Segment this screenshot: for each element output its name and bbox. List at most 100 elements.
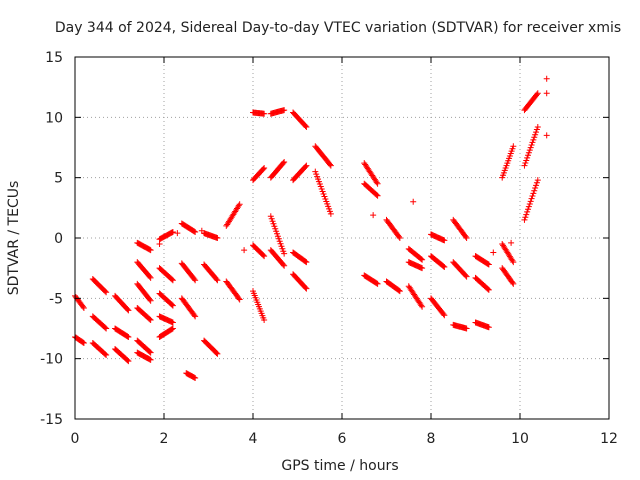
- data-point: [441, 263, 448, 270]
- data-point: [533, 129, 540, 136]
- data-point: [526, 147, 533, 154]
- data-point: [534, 123, 541, 130]
- data-point: [373, 179, 380, 186]
- y-tick-label: 15: [45, 50, 63, 66]
- data-point: [80, 303, 87, 310]
- data-point: [522, 160, 529, 167]
- data-point: [418, 302, 425, 309]
- data-point: [526, 200, 533, 207]
- data-point: [509, 257, 516, 264]
- data-point: [147, 356, 154, 363]
- data-point: [147, 247, 154, 254]
- data-point: [530, 136, 537, 143]
- y-tick-label: -15: [40, 412, 63, 428]
- data-point: [524, 208, 531, 215]
- data-point: [169, 319, 176, 326]
- data-point: [103, 352, 110, 359]
- data-point: [302, 258, 309, 265]
- data-point: [440, 263, 447, 270]
- data-point: [373, 280, 380, 287]
- data-point: [192, 277, 199, 284]
- data-point: [236, 201, 243, 208]
- data-point: [191, 276, 198, 283]
- data-point: [527, 198, 534, 205]
- data-point: [396, 288, 403, 295]
- data-point: [326, 161, 333, 168]
- data-point: [533, 182, 540, 189]
- data-point: [125, 307, 132, 314]
- data-point: [261, 165, 268, 172]
- data-point: [524, 154, 531, 161]
- data-point: [213, 276, 220, 283]
- data-point: [543, 132, 550, 139]
- data-point: [510, 280, 517, 287]
- data-point: [169, 228, 176, 235]
- data-point: [521, 162, 528, 169]
- data-point: [124, 306, 131, 313]
- data-point: [525, 203, 532, 210]
- data-point: [396, 235, 403, 241]
- data-point: [395, 233, 402, 240]
- data-point: [419, 256, 426, 263]
- data-point: [521, 216, 528, 223]
- data-point: [523, 211, 530, 218]
- data-point: [395, 287, 402, 294]
- data-point: [327, 162, 334, 169]
- data-point: [419, 303, 426, 310]
- data-point: [80, 304, 87, 311]
- data-point: [522, 214, 529, 221]
- y-tick-label: 10: [45, 110, 63, 126]
- data-point: [214, 277, 221, 284]
- data-point: [213, 349, 220, 356]
- data-point: [235, 295, 242, 302]
- data-point: [529, 193, 536, 200]
- data-point: [260, 165, 267, 172]
- data-points: [72, 75, 550, 381]
- data-point: [441, 312, 448, 319]
- data-point: [374, 192, 381, 199]
- data-point: [327, 210, 334, 217]
- data-point: [533, 179, 540, 186]
- data-point: [281, 250, 288, 257]
- axis-ticks: 0 2 4 6 8 10 12 -15 -10 -5 0 5 10 15: [40, 50, 618, 447]
- data-point: [214, 235, 221, 241]
- data-point: [303, 162, 310, 169]
- data-point: [146, 348, 153, 355]
- data-point: [192, 228, 199, 235]
- data-point: [531, 187, 538, 194]
- data-point: [125, 333, 132, 340]
- data-point: [169, 326, 176, 333]
- data-point: [156, 241, 163, 248]
- data-point: [281, 107, 288, 114]
- data-point: [525, 149, 532, 156]
- data-point: [527, 144, 534, 151]
- data-point: [146, 273, 153, 280]
- data-point: [102, 351, 109, 358]
- data-point: [260, 252, 267, 259]
- y-tick-label: -5: [49, 291, 63, 307]
- data-point: [124, 357, 131, 364]
- data-point: [169, 277, 176, 284]
- data-point: [490, 249, 497, 256]
- y-axis-label: SDTVAR / TECUs: [6, 181, 22, 296]
- data-point: [102, 324, 109, 331]
- data-point: [374, 180, 381, 187]
- x-tick-label: 0: [71, 431, 80, 447]
- data-point: [174, 230, 181, 237]
- data-point: [485, 261, 492, 268]
- data-point: [463, 325, 470, 332]
- data-point: [485, 324, 492, 331]
- data-point: [508, 239, 515, 246]
- y-tick-label: 0: [54, 231, 63, 247]
- data-point: [534, 90, 541, 97]
- data-point: [441, 237, 448, 244]
- data-point: [236, 296, 243, 303]
- data-point: [523, 157, 530, 164]
- data-point: [147, 274, 154, 281]
- data-point: [214, 350, 221, 357]
- x-tick-label: 6: [338, 431, 347, 447]
- data-point: [410, 198, 417, 205]
- data-point: [198, 227, 205, 234]
- data-point: [484, 286, 491, 293]
